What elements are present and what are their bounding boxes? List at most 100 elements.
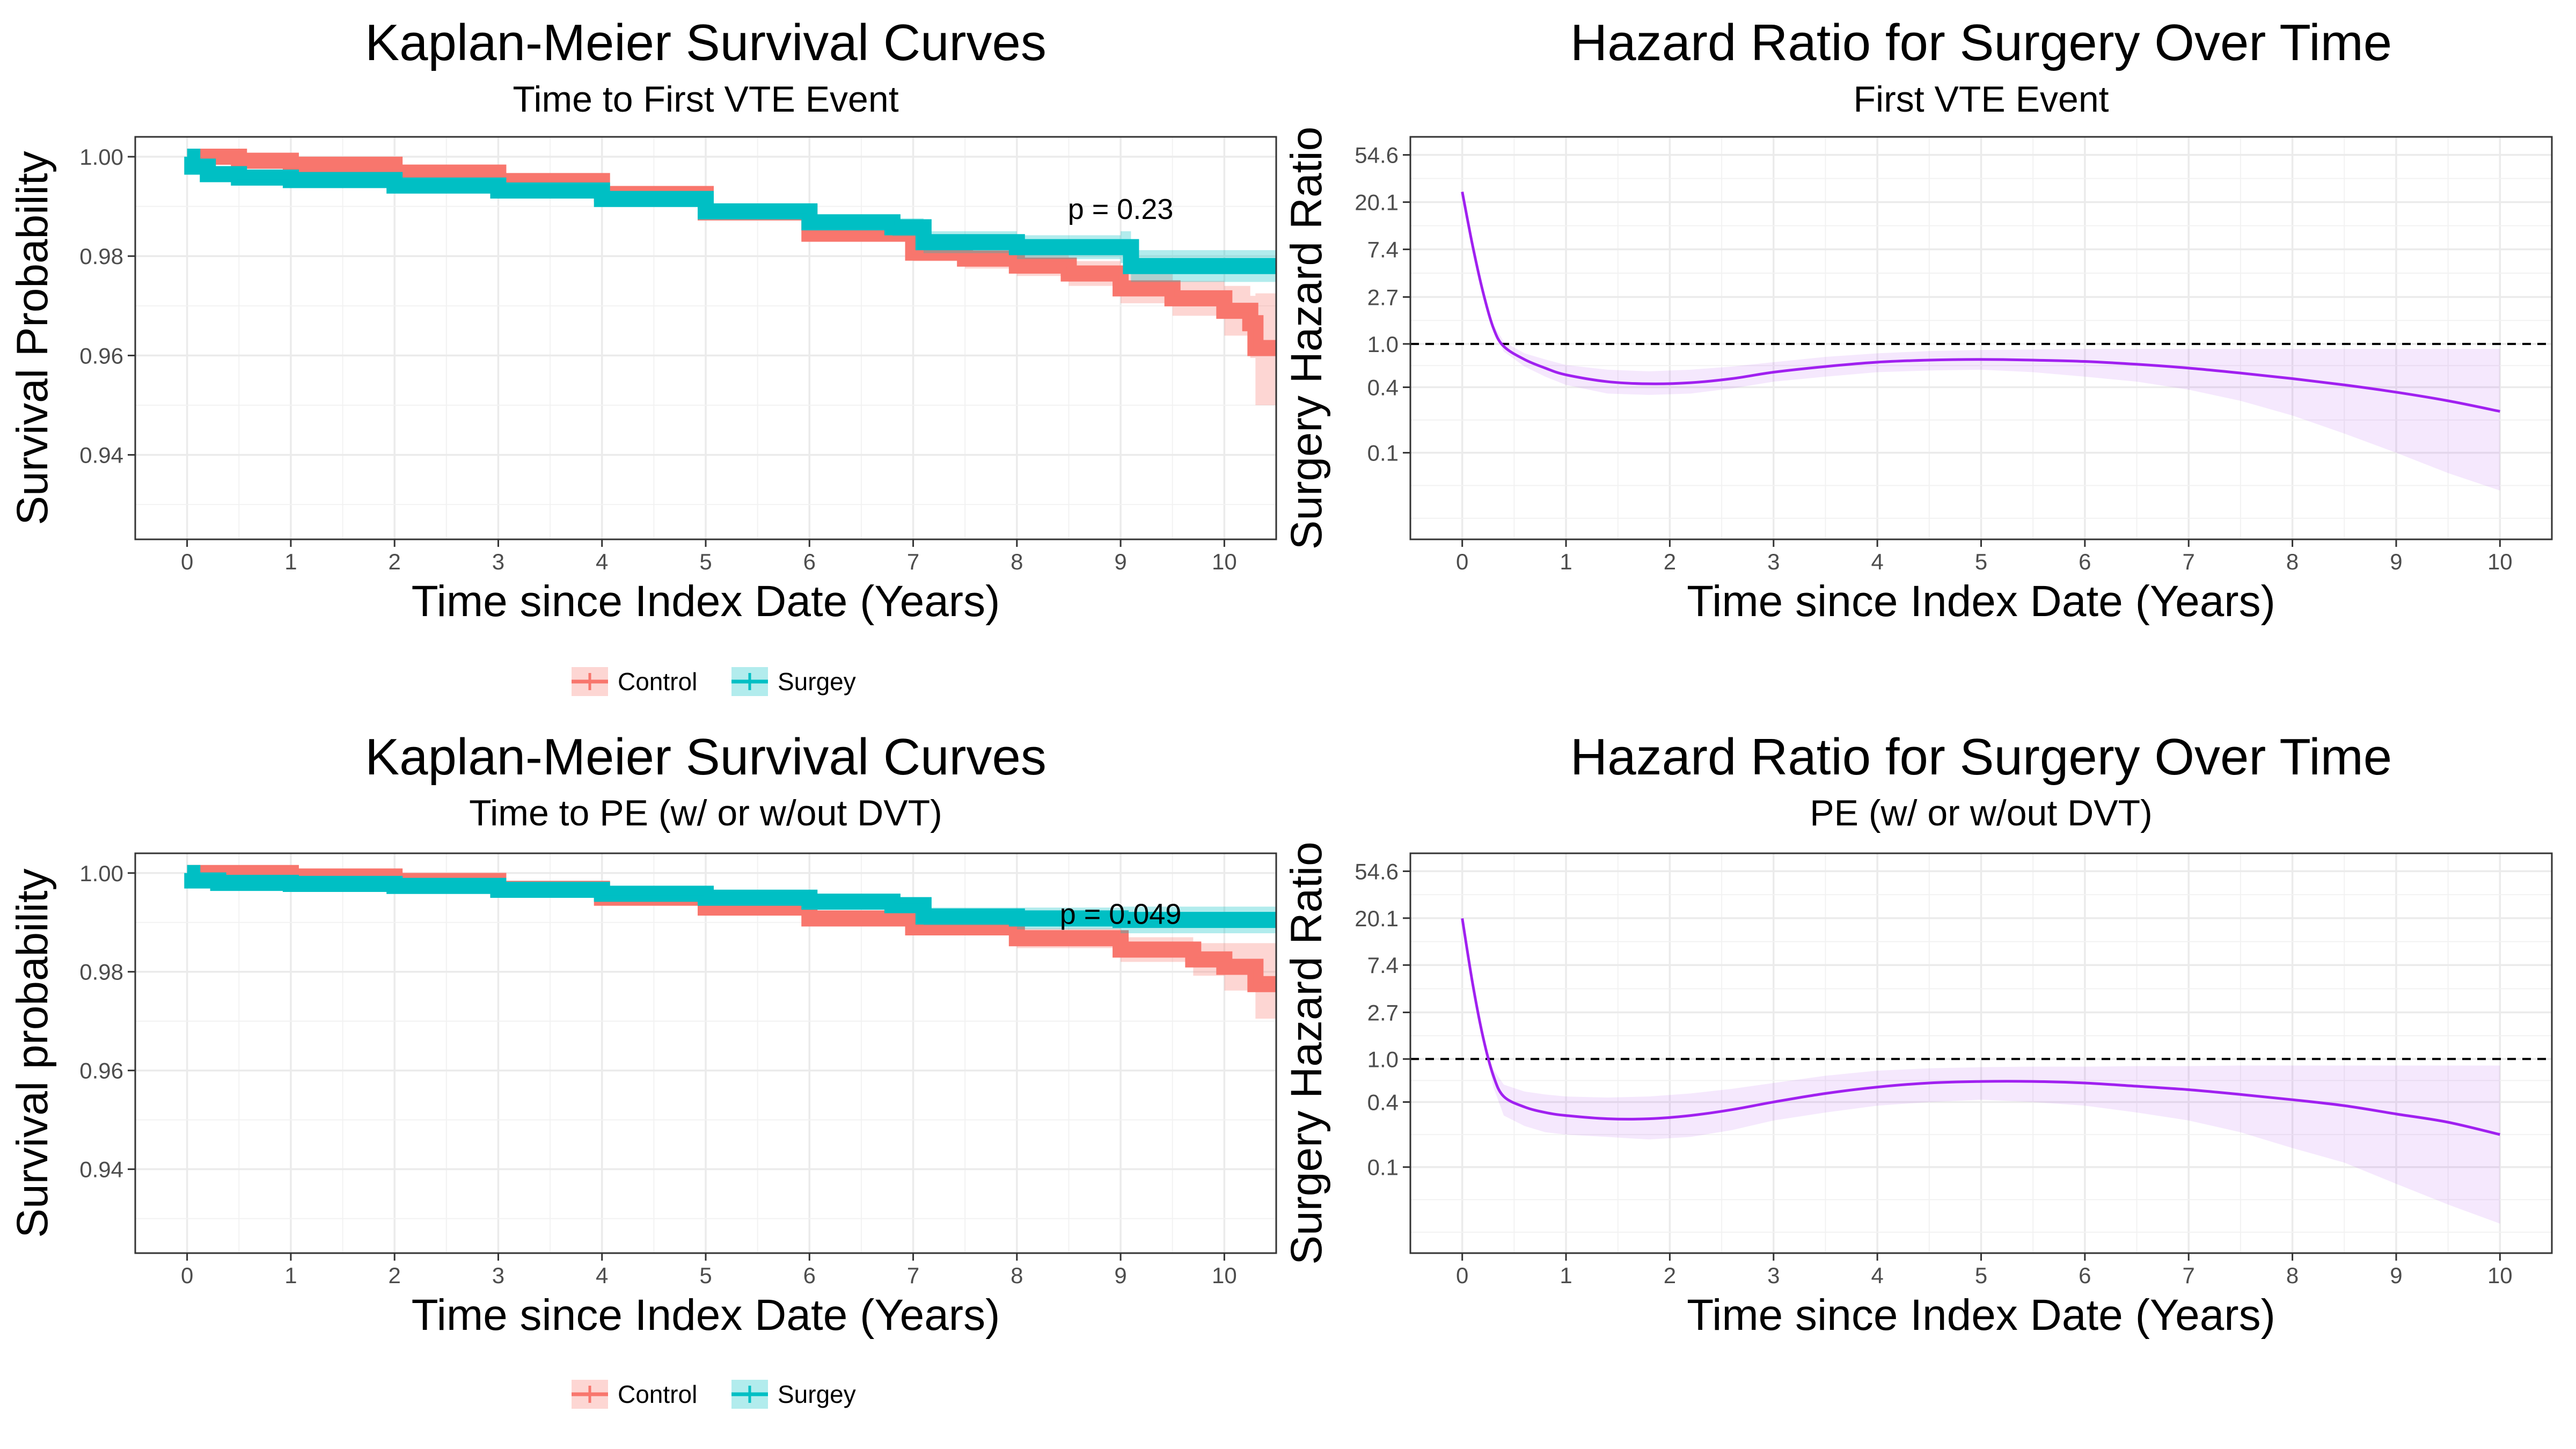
- chart-title: Hazard Ratio for Surgery Over Time: [1570, 14, 2392, 71]
- chart-panel-2: Hazard Ratio for Surgery Over Time First …: [1282, 14, 2553, 626]
- legend-label: Surgey: [778, 668, 856, 696]
- y-tick-label: 7.4: [1367, 237, 1399, 262]
- x-tick-label: 2: [1664, 549, 1676, 574]
- x-tick-label: 9: [1114, 1263, 1126, 1288]
- y-axis-title: Survival Probability: [8, 151, 57, 525]
- survival-curve-edge-surgey: [187, 871, 1276, 922]
- x-tick-label: 10: [2487, 549, 2513, 574]
- x-tick-label: 7: [907, 549, 919, 574]
- x-tick-label: 4: [596, 549, 608, 574]
- chart-title: Kaplan-Meier Survival Curves: [365, 14, 1046, 71]
- chart-panel-3: Kaplan-Meier Survival Curves Time to PE (…: [8, 728, 1277, 1409]
- legend-label: Control: [618, 668, 697, 696]
- chart-panel-4: Hazard Ratio for Surgery Over Time PE (w/…: [1282, 728, 2553, 1340]
- x-tick-label: 1: [284, 1263, 297, 1288]
- x-tick-label: 3: [1767, 1263, 1780, 1288]
- p-value-label: p = 0.23: [1068, 193, 1174, 225]
- axis-ticks: 0 1 2 3 4 5 6 7 8 9 10 0.94 0.96 0.98 1.00: [79, 144, 1236, 574]
- survival-curve-edge-surgey: [187, 155, 1276, 268]
- x-tick-label: 5: [1975, 549, 1987, 574]
- ci-band-surgey: [187, 157, 1276, 294]
- chart-panel-1: Kaplan-Meier Survival Curves Time to Firs…: [8, 14, 1277, 696]
- y-tick-label: 20.1: [1355, 190, 1399, 215]
- y-tick-label: 54.6: [1355, 859, 1399, 884]
- x-tick-label: 6: [2079, 549, 2091, 574]
- chart-subtitle: PE (w/ or w/out DVT): [1810, 793, 2153, 833]
- y-tick-label: 20.1: [1355, 906, 1399, 931]
- y-tick-label: 0.1: [1367, 441, 1399, 466]
- axis-ticks: 0 1 2 3 4 5 6 7 8 9 10 0.1 0.4 1.0 2.7 7.4 20.1 54.6: [1355, 143, 2512, 574]
- y-tick-label: 0.98: [79, 960, 123, 985]
- x-tick-label: 6: [2079, 1263, 2091, 1288]
- x-tick-label: 5: [1975, 1263, 1987, 1288]
- x-axis-title: Time since Index Date (Years): [1687, 1291, 2275, 1340]
- x-tick-label: 5: [699, 1263, 712, 1288]
- grid: [135, 137, 1277, 539]
- x-tick-label: 2: [389, 1263, 401, 1288]
- plot-marks: [184, 865, 1276, 1019]
- hazard-ratio-line: [1461, 191, 2500, 413]
- y-tick-label: 54.6: [1355, 143, 1399, 168]
- x-tick-label: 7: [2183, 549, 2195, 574]
- x-tick-label: 10: [1212, 1263, 1237, 1288]
- y-tick-label: 1.00: [79, 144, 123, 170]
- chart-title: Kaplan-Meier Survival Curves: [365, 728, 1046, 786]
- y-tick-label: 2.7: [1367, 284, 1399, 310]
- chart-subtitle: Time to First VTE Event: [513, 79, 898, 120]
- x-tick-label: 9: [2390, 549, 2402, 574]
- plot-marks: [1410, 191, 2552, 491]
- x-tick-label: 6: [803, 1263, 816, 1288]
- x-tick-label: 10: [1212, 549, 1237, 574]
- y-tick-label: 0.4: [1367, 1089, 1399, 1115]
- x-axis-title: Time since Index Date (Years): [412, 577, 1000, 626]
- y-axis-title: Surgery Hazard Ratio: [1282, 127, 1331, 550]
- y-tick-label: 2.7: [1367, 1000, 1399, 1025]
- x-tick-label: 1: [1560, 549, 1572, 574]
- x-axis-title: Time since Index Date (Years): [412, 1291, 1000, 1340]
- axis-ticks: 0 1 2 3 4 5 6 7 8 9 10 0.94 0.96 0.98 1.00: [79, 861, 1236, 1288]
- plot-marks: [1410, 918, 2552, 1224]
- x-tick-label: 5: [699, 549, 712, 574]
- y-tick-label: 0.94: [79, 1157, 123, 1182]
- x-tick-label: 7: [907, 1263, 919, 1288]
- legend-label: Control: [618, 1380, 697, 1408]
- y-tick-label: 0.94: [79, 443, 123, 468]
- y-tick-label: 0.96: [79, 343, 123, 368]
- legend: Control Surgey: [572, 1380, 856, 1409]
- x-tick-label: 7: [2183, 1263, 2195, 1288]
- x-tick-label: 0: [1456, 1263, 1468, 1288]
- hazard-ratio-line: [1461, 918, 2500, 1136]
- x-tick-label: 8: [2286, 1263, 2299, 1288]
- x-tick-label: 9: [2390, 1263, 2402, 1288]
- y-tick-label: 0.98: [79, 244, 123, 269]
- x-tick-label: 6: [803, 549, 816, 574]
- x-tick-label: 4: [1871, 1263, 1883, 1288]
- legend-label: Surgey: [778, 1380, 856, 1408]
- x-tick-label: 4: [1871, 549, 1883, 574]
- y-tick-label: 7.4: [1367, 953, 1399, 978]
- x-tick-label: 8: [1011, 1263, 1023, 1288]
- y-tick-label: 1.0: [1367, 332, 1399, 357]
- x-tick-label: 8: [2286, 549, 2299, 574]
- y-tick-label: 1.00: [79, 861, 123, 886]
- chart-subtitle: Time to PE (w/ or w/out DVT): [469, 793, 942, 833]
- chart-title: Hazard Ratio for Surgery Over Time: [1570, 728, 2392, 786]
- x-tick-label: 0: [181, 549, 193, 574]
- y-tick-label: 0.1: [1367, 1155, 1399, 1180]
- x-tick-label: 3: [492, 549, 504, 574]
- y-axis-title: Surgery Hazard Ratio: [1282, 841, 1331, 1264]
- plot-marks: [184, 149, 1276, 405]
- y-tick-label: 0.4: [1367, 375, 1399, 400]
- x-tick-label: 10: [2487, 1263, 2513, 1288]
- p-value-label: p = 0.049: [1060, 898, 1182, 931]
- x-axis-title: Time since Index Date (Years): [1687, 577, 2275, 626]
- x-tick-label: 2: [1664, 1263, 1676, 1288]
- x-tick-label: 0: [181, 1263, 193, 1288]
- x-tick-label: 1: [284, 549, 297, 574]
- x-tick-label: 1: [1560, 1263, 1572, 1288]
- y-tick-label: 0.96: [79, 1058, 123, 1084]
- y-axis-title: Survival probability: [8, 868, 57, 1238]
- axis-ticks: 0 1 2 3 4 5 6 7 8 9 10 0.1 0.4 1.0 2.7 7.4 20.1 54.6: [1355, 859, 2512, 1288]
- chart-subtitle: First VTE Event: [1853, 79, 2109, 120]
